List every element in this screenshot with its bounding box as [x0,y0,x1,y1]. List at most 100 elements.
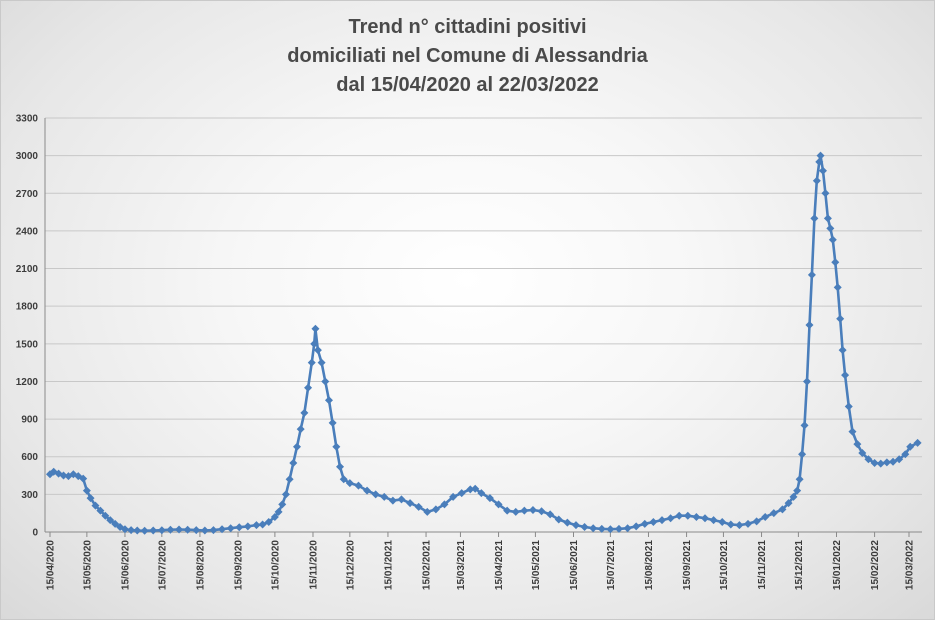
data-point-14 [111,519,120,528]
y-tick-label-3: 900 [21,415,38,426]
data-point-23 [175,525,184,534]
data-point-37 [278,500,287,509]
data-point-34 [264,517,273,526]
data-point-82 [563,518,572,527]
data-point-10 [91,501,100,510]
data-point-57 [354,481,363,490]
data-point-116 [807,270,816,279]
data-point-123 [823,214,832,223]
data-point-83 [571,521,580,530]
data-point-36 [274,507,283,516]
data-point-93 [657,516,666,525]
data-point-89 [623,524,632,533]
data-point-35 [270,512,279,521]
data-point-68 [449,492,458,501]
data-point-48 [313,346,322,355]
data-point-128 [836,314,845,323]
data-point-30 [235,523,244,532]
x-tick-label-2: 15/06/2020 [120,540,131,590]
x-tick-label-16: 15/08/2021 [644,540,655,590]
data-point-131 [844,402,853,411]
data-point-133 [853,440,862,449]
data-point-11 [96,506,105,515]
data-point-118 [812,176,821,185]
data-point-33 [258,520,267,529]
data-point-51 [324,396,333,405]
data-point-73 [485,494,494,503]
data-point-143 [913,438,922,447]
x-tick-label-22: 15/02/2022 [870,540,881,590]
data-point-79 [537,507,546,516]
data-point-43 [300,408,309,417]
data-point-119 [815,157,824,166]
data-point-64 [414,502,423,511]
x-tick-label-23: 15/03/2022 [905,540,916,590]
data-point-112 [798,450,807,459]
data-point-75 [503,506,512,515]
data-point-39 [285,475,294,484]
data-point-46 [310,339,319,348]
data-point-47 [311,324,320,333]
data-point-66 [431,505,440,514]
y-tick-label-11: 3300 [16,114,39,125]
data-point-13 [106,516,115,525]
data-point-95 [675,511,684,520]
data-point-101 [726,520,735,529]
x-tick-label-7: 15/11/2020 [308,540,319,590]
chart-title: Trend n° cittadini positivi domiciliati … [1,13,934,100]
data-point-26 [200,526,209,535]
x-tick-label-12: 15/04/2021 [494,540,505,590]
chart-title-line-3: dal 15/04/2020 al 22/03/2022 [336,74,599,96]
data-point-110 [793,486,802,495]
data-point-70 [466,485,475,494]
data-point-3 [59,471,68,480]
data-point-120 [816,151,825,160]
data-point-141 [901,450,910,459]
x-tick-label-11: 15/03/2021 [456,540,467,590]
data-point-27 [209,526,218,535]
data-point-127 [833,283,842,292]
x-tick-label-1: 15/05/2020 [82,540,93,590]
data-point-140 [895,455,904,464]
data-point-56 [345,479,354,488]
data-point-142 [906,442,915,451]
data-point-117 [810,214,819,223]
data-point-16 [120,525,129,534]
data-point-91 [640,519,649,528]
data-point-78 [528,506,537,515]
x-tick-label-18: 15/10/2021 [719,540,730,590]
data-point-103 [744,519,753,528]
data-point-130 [841,371,850,380]
data-point-53 [332,442,341,451]
data-point-129 [838,346,847,355]
data-point-71 [471,484,480,493]
x-tick-label-17: 15/09/2021 [682,540,693,590]
data-point-76 [511,507,520,516]
data-point-113 [800,421,809,430]
data-point-85 [589,524,598,533]
data-point-122 [821,189,830,198]
data-point-65 [423,507,432,516]
x-tick-label-3: 15/07/2020 [157,540,168,590]
data-point-12 [101,511,110,520]
data-point-124 [826,224,835,233]
x-tick-label-0: 15/04/2020 [46,540,57,590]
x-tick-label-20: 15/12/2021 [794,540,805,590]
x-tick-label-14: 15/06/2021 [569,540,580,590]
y-tick-label-1: 300 [21,490,38,501]
data-point-81 [554,515,563,524]
data-point-84 [580,522,589,531]
data-point-29 [226,524,235,533]
data-point-42 [296,425,305,434]
y-tick-label-6: 1800 [16,302,39,313]
data-point-106 [769,509,778,518]
data-point-138 [882,458,891,467]
data-point-121 [818,166,827,175]
data-point-109 [789,492,798,501]
data-point-97 [692,512,701,521]
chart-title-line-2: domiciliati nel Comune di Alessandria [287,45,648,67]
x-tick-label-10: 15/02/2021 [422,540,433,590]
x-tick-label-15: 15/07/2021 [606,540,617,590]
data-point-114 [803,377,812,386]
data-point-125 [828,235,837,244]
